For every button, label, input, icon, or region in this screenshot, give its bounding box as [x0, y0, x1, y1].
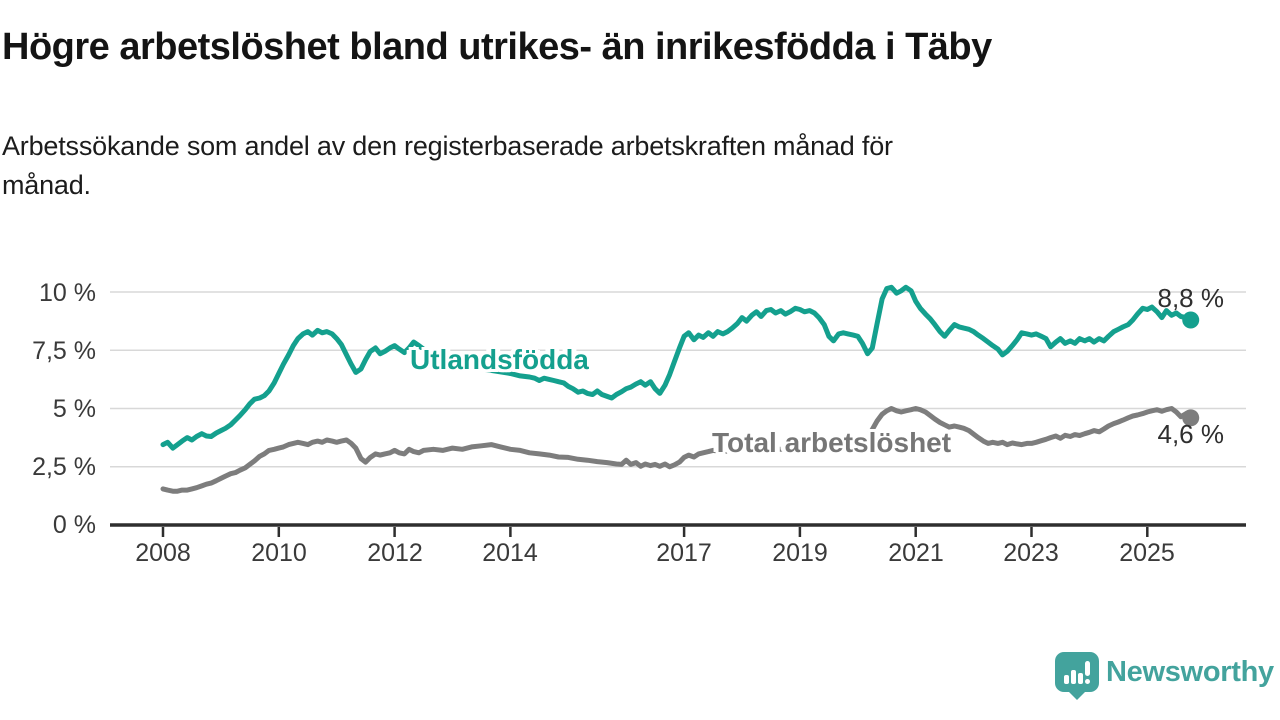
x-axis-label-2025: 2025	[1119, 539, 1175, 567]
y-axis-label-7-5: 7,5 %	[32, 337, 96, 365]
series-line-utlandsf-dda	[160, 284, 1194, 451]
x-axis-label-2008: 2008	[135, 539, 191, 567]
x-axis-label-2017: 2017	[656, 539, 712, 567]
newsworthy-logo-icon	[1055, 652, 1099, 700]
subtitle-line-2: månad.	[2, 170, 91, 200]
y-axis-label-2-5: 2,5 %	[32, 453, 96, 481]
x-axis-label-2023: 2023	[1003, 539, 1059, 567]
x-axis-label-2014: 2014	[482, 539, 538, 567]
x-axis-label-2019: 2019	[772, 539, 828, 567]
x-axis-label-2010: 2010	[251, 539, 307, 567]
newsworthy-logo[interactable]: Newsworthy	[1054, 649, 1278, 703]
chart-subtitle: Arbetssökande som andel av den registerb…	[2, 127, 1202, 205]
x-axis-label-2021: 2021	[888, 539, 944, 567]
series-label-total-arbetsloshet: Total arbetslöshet	[712, 427, 952, 458]
series-line-total-arbetsl-shet	[160, 406, 1194, 494]
series-end-dot-total-arbetsl-shet	[1182, 409, 1200, 427]
series-label-utlandsfodda: Utlandsfödda	[410, 344, 589, 375]
y-axis-label-0: 0 %	[52, 511, 96, 539]
x-axis-label-2012: 2012	[367, 539, 423, 567]
series-end-dot-utlandsf-dda	[1182, 311, 1200, 329]
end-value-label-utlandsfodda: 8,8 %	[1157, 283, 1225, 313]
page-title: Högre arbetslöshet bland utrikes- än inr…	[2, 26, 992, 68]
subtitle-line-1: Arbetssökande som andel av den registerb…	[2, 131, 893, 161]
end-value-label-total: 4,6 %	[1157, 419, 1225, 449]
y-axis-label-5: 5 %	[52, 395, 96, 423]
y-axis-label-10: 10 %	[39, 279, 96, 307]
newsworthy-logo-text: Newsworthy	[1106, 656, 1274, 688]
